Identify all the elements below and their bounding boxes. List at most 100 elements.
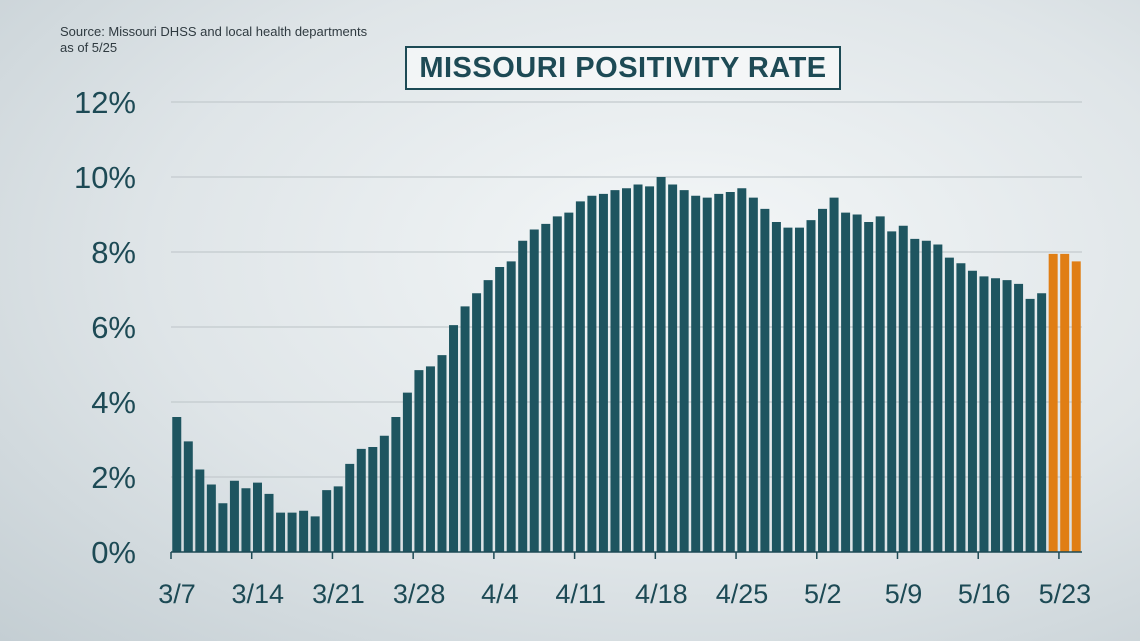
bar <box>771 222 781 552</box>
x-tick-label: 3/21 <box>312 579 365 609</box>
x-tick-label: 5/16 <box>958 579 1011 609</box>
bar <box>518 240 528 552</box>
x-tick-label: 5/9 <box>885 579 923 609</box>
bar <box>276 512 286 553</box>
x-tick-label: 4/18 <box>635 579 688 609</box>
x-tick-label: 3/14 <box>231 579 284 609</box>
y-tick-label: 10% <box>74 160 136 195</box>
bar <box>898 225 908 552</box>
bar <box>714 193 724 553</box>
bar <box>668 184 678 552</box>
bar <box>875 216 885 552</box>
bar <box>529 229 539 552</box>
bar <box>379 435 389 552</box>
bar <box>287 512 297 553</box>
bar <box>564 212 574 552</box>
bar <box>449 325 459 553</box>
bar <box>1037 293 1047 552</box>
bar <box>702 197 712 553</box>
bar <box>794 227 804 553</box>
bar <box>910 238 920 553</box>
x-tick-label: 4/11 <box>555 579 606 609</box>
bar <box>575 201 585 553</box>
bar <box>806 220 816 552</box>
bar <box>679 190 689 553</box>
bar <box>887 231 897 553</box>
bar <box>1002 280 1012 553</box>
bar <box>425 366 435 553</box>
bar <box>633 184 643 552</box>
as-of-line: as of 5/25 <box>60 40 118 55</box>
bar-preliminary <box>1048 253 1058 553</box>
bar <box>748 197 758 553</box>
bar <box>598 193 608 553</box>
x-tick-label: 5/2 <box>804 579 842 609</box>
bar <box>1025 298 1035 553</box>
bar <box>921 240 931 552</box>
x-tick-label: 4/4 <box>481 579 519 609</box>
source-line: Source: Missouri DHSS and local health d… <box>60 24 368 39</box>
bar <box>587 195 597 552</box>
bar <box>737 188 747 552</box>
bar <box>610 190 620 553</box>
bar <box>356 448 366 553</box>
bar <box>345 463 355 553</box>
bar <box>541 223 551 553</box>
bar <box>760 208 770 552</box>
bar <box>506 261 516 553</box>
bar <box>172 417 182 552</box>
x-tick-label: 4/25 <box>716 579 769 609</box>
bar <box>218 503 228 552</box>
bar <box>437 355 447 553</box>
x-tick-label: 3/7 <box>158 579 196 609</box>
y-tick-label: 8% <box>91 235 136 270</box>
bar <box>472 293 482 552</box>
bar <box>183 441 193 553</box>
bar <box>725 192 735 552</box>
bar <box>252 482 262 553</box>
bar <box>368 447 378 552</box>
bar <box>495 267 505 552</box>
bar <box>841 212 851 552</box>
bar <box>979 276 989 552</box>
bar <box>656 177 666 552</box>
bar <box>206 484 216 552</box>
bar <box>241 488 251 552</box>
bar <box>783 227 793 553</box>
x-tick-label: 5/23 <box>1039 579 1092 609</box>
bar <box>333 486 343 553</box>
bar <box>691 195 701 552</box>
bar <box>460 306 470 553</box>
bar <box>552 216 562 552</box>
bar <box>956 263 966 552</box>
y-tick-label: 6% <box>91 310 136 345</box>
bar <box>991 278 1001 552</box>
chart-title: MISSOURI POSITIVITY RATE <box>419 51 827 84</box>
bar <box>483 280 493 553</box>
chart-title-box: MISSOURI POSITIVITY RATE <box>405 46 841 90</box>
y-tick-label: 12% <box>74 85 136 120</box>
bar <box>645 186 655 553</box>
bar-preliminary <box>1071 261 1081 553</box>
bar <box>1014 283 1024 553</box>
bar <box>818 208 828 552</box>
bar <box>967 270 977 552</box>
source-note: Source: Missouri DHSS and local health d… <box>60 24 420 56</box>
bar <box>195 469 205 552</box>
bar <box>299 510 309 552</box>
bar <box>864 222 874 552</box>
bar <box>264 493 274 553</box>
bar <box>933 244 943 552</box>
x-tick-label: 3/28 <box>393 579 446 609</box>
bar <box>391 417 401 552</box>
bar <box>829 197 839 553</box>
bar <box>310 516 320 553</box>
bar <box>852 214 862 552</box>
bar <box>944 257 954 553</box>
bar <box>229 480 239 552</box>
y-tick-label: 4% <box>91 385 136 420</box>
bar-preliminary <box>1060 253 1070 553</box>
bar <box>414 370 424 553</box>
bar <box>622 188 631 552</box>
